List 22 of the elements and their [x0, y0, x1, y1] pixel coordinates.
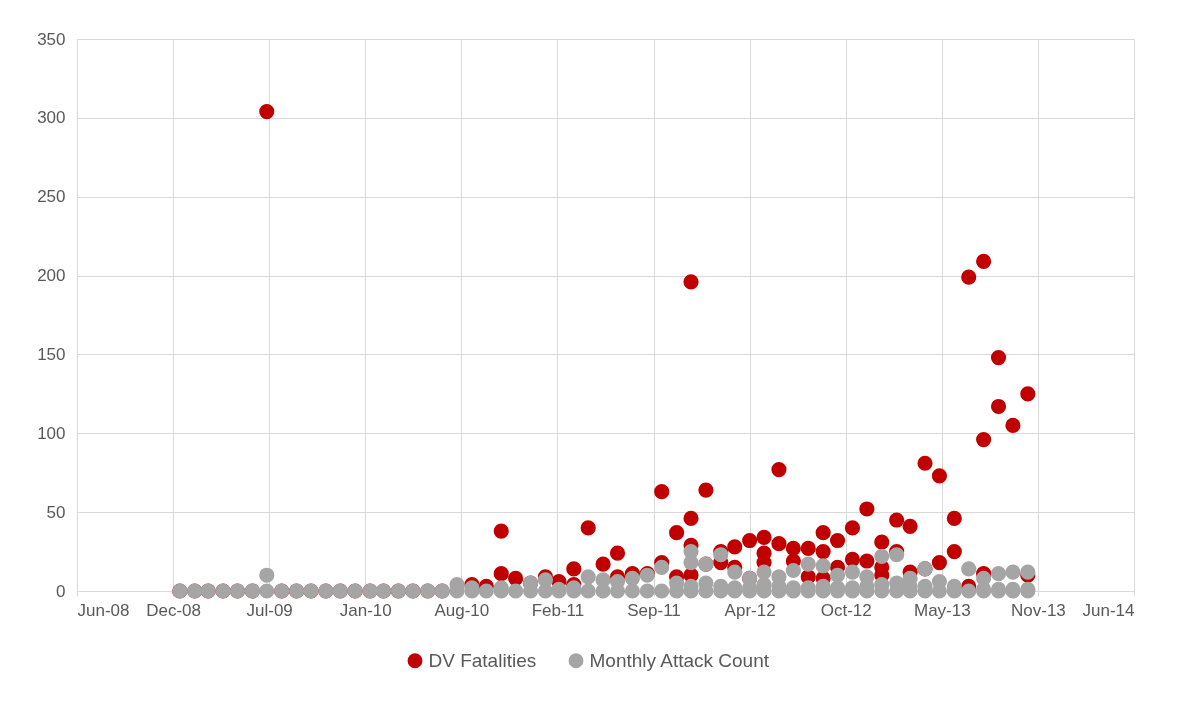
x-tick-label: Jan-10: [339, 600, 392, 620]
x-tick-label: Jun-14: [1082, 600, 1135, 620]
y-tick-label: 0: [56, 581, 66, 601]
y-tick-label: 150: [37, 344, 66, 364]
x-tick-label: Sep-11: [627, 600, 681, 620]
y-tick-label: 250: [37, 187, 66, 207]
y-tick-label: 50: [46, 502, 66, 522]
legend-label: DV Fatalities: [428, 649, 537, 671]
y-tick-label: 200: [37, 266, 66, 286]
y-tick-label: 350: [37, 29, 66, 49]
x-tick-label: Jun-08: [77, 600, 130, 620]
x-tick-label: May-13: [913, 600, 971, 620]
x-tick-label: Apr-12: [724, 600, 776, 620]
y-tick-label: 300: [37, 108, 66, 128]
x-tick-label: Oct-12: [820, 600, 872, 620]
legend-label: Monthly Attack Count: [589, 649, 770, 671]
y-tick-label: 100: [37, 423, 66, 443]
x-tick-label: Jul-09: [246, 600, 293, 620]
x-tick-label: Aug-10: [434, 600, 490, 620]
x-tick-label: Nov-13: [1011, 600, 1066, 620]
x-tick-label: Feb-11: [531, 600, 585, 620]
x-tick-label: Dec-08: [146, 600, 201, 620]
